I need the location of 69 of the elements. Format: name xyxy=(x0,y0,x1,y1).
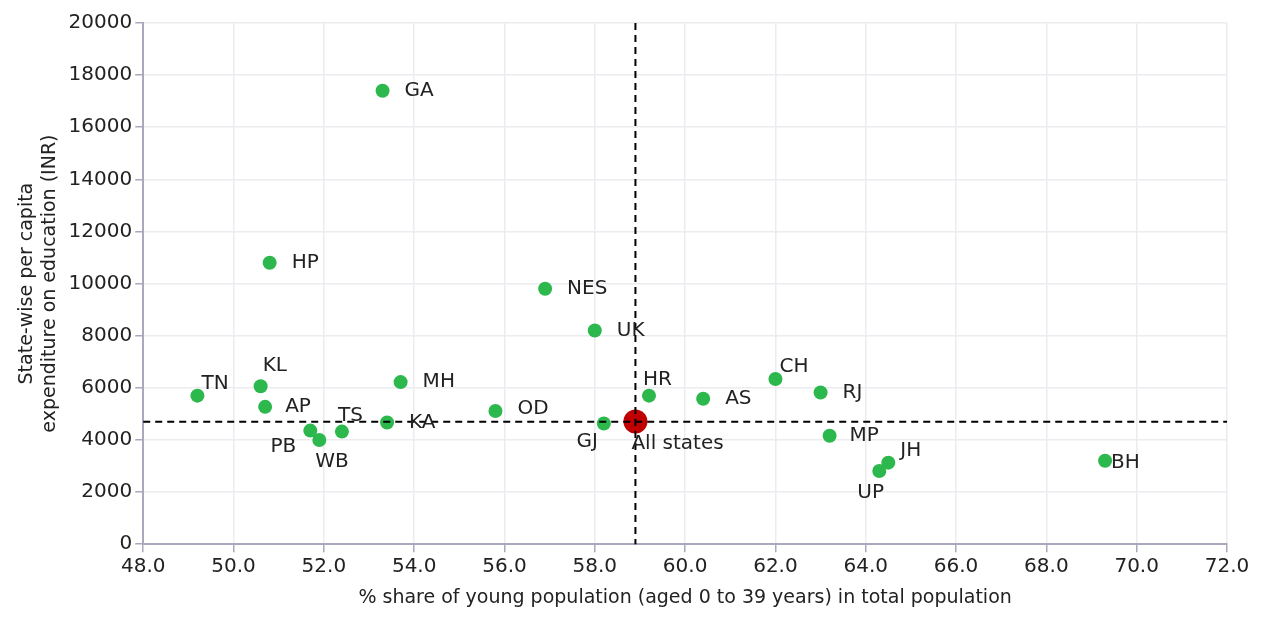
y-axis-title: State-wise per capita expenditure on education (INR) xyxy=(14,134,60,433)
point xyxy=(538,281,553,296)
x-tick-label: 60.0 xyxy=(662,553,708,578)
annotation: GJ xyxy=(576,427,598,452)
annotation: UP xyxy=(857,479,884,504)
y-tick-label: 4000 xyxy=(81,426,133,451)
y-tick-label: 2000 xyxy=(81,478,133,503)
point xyxy=(881,455,896,470)
x-tick-label: 54.0 xyxy=(391,553,437,578)
y-tick-label: 6000 xyxy=(81,374,133,399)
x-tick-label: 68.0 xyxy=(1024,553,1069,578)
point xyxy=(768,371,783,386)
annotation: OD xyxy=(517,395,549,420)
annotation: NES xyxy=(567,275,608,300)
x-axis-title: % share of young population (aged 0 to 39 years) in total population xyxy=(358,584,1012,607)
point xyxy=(587,323,602,338)
annotation: HP xyxy=(291,248,319,273)
x-tick-label: 48.0 xyxy=(120,553,166,578)
annotation: KL xyxy=(262,352,288,377)
annotation: GA xyxy=(404,76,435,101)
x-tick-label: 52.0 xyxy=(301,553,347,578)
y-tick-label: 18000 xyxy=(68,61,133,86)
y-tick-label: 8000 xyxy=(81,321,133,346)
annotation: CH xyxy=(779,353,809,378)
point xyxy=(253,379,268,394)
point xyxy=(190,388,205,403)
point xyxy=(872,463,887,478)
point xyxy=(262,255,277,270)
annotation: MH xyxy=(422,368,455,393)
point xyxy=(813,385,828,400)
annotation: PB xyxy=(270,432,297,457)
point xyxy=(641,388,656,403)
annotation: RJ xyxy=(842,378,863,403)
annotation: BH xyxy=(1111,449,1140,474)
x-tick-label: 64.0 xyxy=(843,553,889,578)
x-tick-label: 62.0 xyxy=(753,553,798,578)
point xyxy=(393,375,408,390)
point xyxy=(488,404,503,419)
point xyxy=(312,432,327,447)
x-tick-label: 56.0 xyxy=(482,553,527,578)
x-tick-label: 66.0 xyxy=(933,553,979,578)
point xyxy=(696,391,711,406)
annotation: UK xyxy=(616,316,646,341)
annotation: AS xyxy=(725,384,752,409)
point xyxy=(375,83,390,98)
point xyxy=(334,424,349,439)
annotation: KA xyxy=(409,408,436,433)
annotation: TN xyxy=(200,369,229,394)
point xyxy=(822,428,837,443)
x-tick-label: 50.0 xyxy=(211,553,256,578)
point xyxy=(303,423,318,438)
annotation: AP xyxy=(285,393,311,418)
y-tick-label: 20000 xyxy=(68,9,133,34)
annotation: All states xyxy=(631,429,724,454)
annotation: JH xyxy=(898,436,922,461)
annotation: WB xyxy=(315,448,349,473)
y-tick-label: 12000 xyxy=(68,217,133,242)
point xyxy=(258,399,273,414)
y-tick-label: 0 xyxy=(119,530,133,555)
annotation: MP xyxy=(849,421,879,446)
annotation: HR xyxy=(642,365,673,390)
x-tick-label: 70.0 xyxy=(1114,553,1159,578)
y-tick-label: 14000 xyxy=(68,165,133,190)
point xyxy=(1098,453,1113,468)
annotation: TS xyxy=(336,401,363,426)
y-tick-label: 10000 xyxy=(68,269,133,294)
y-tick-label: 16000 xyxy=(68,113,133,138)
x-tick-label: 58.0 xyxy=(572,553,618,578)
x-tick-label: 72.0 xyxy=(1204,553,1250,578)
